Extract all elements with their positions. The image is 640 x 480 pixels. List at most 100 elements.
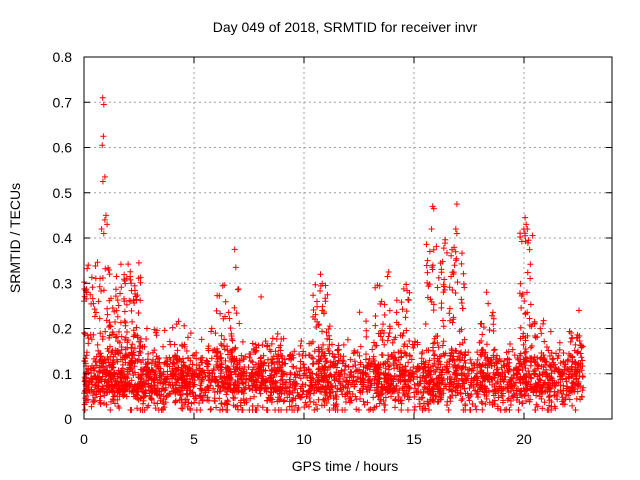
data-point — [202, 389, 209, 396]
data-point — [95, 298, 102, 305]
data-point — [94, 341, 101, 348]
data-point — [315, 385, 322, 392]
data-point — [446, 361, 453, 368]
data-point — [552, 405, 559, 412]
data-point — [89, 295, 96, 302]
data-point — [452, 257, 459, 264]
data-point — [127, 366, 134, 373]
data-point — [196, 400, 203, 407]
data-point — [513, 390, 520, 397]
data-point — [313, 298, 320, 305]
data-point — [98, 360, 105, 367]
data-point — [98, 353, 105, 360]
data-point — [381, 311, 388, 318]
data-point — [248, 378, 255, 385]
data-point — [105, 378, 112, 385]
data-point — [574, 349, 581, 356]
data-point — [425, 364, 432, 371]
data-point — [426, 248, 433, 255]
data-point — [109, 328, 116, 335]
data-point — [425, 283, 432, 290]
data-point — [515, 406, 522, 413]
data-point — [454, 279, 461, 286]
data-point — [179, 391, 186, 398]
data-point — [545, 347, 552, 354]
data-point — [567, 338, 574, 345]
data-point — [527, 301, 534, 308]
data-point — [170, 369, 177, 376]
data-point — [85, 396, 92, 403]
data-point — [169, 388, 176, 395]
data-point — [441, 240, 448, 247]
data-point — [432, 368, 439, 375]
data-point — [137, 279, 144, 286]
data-point — [522, 365, 529, 372]
data-point — [490, 321, 497, 328]
data-point — [479, 406, 486, 413]
data-point — [342, 399, 349, 406]
data-point — [135, 352, 142, 359]
data-point — [440, 289, 447, 296]
data-point — [150, 376, 157, 383]
data-point — [350, 373, 357, 380]
data-point — [468, 379, 475, 386]
data-point — [152, 371, 159, 378]
data-point — [127, 268, 134, 275]
y-tick-label: 0.4 — [53, 230, 73, 246]
data-point — [340, 358, 347, 365]
data-point — [318, 370, 325, 377]
data-point — [522, 311, 529, 318]
data-point — [527, 374, 534, 381]
data-point — [546, 352, 553, 359]
data-point — [128, 287, 135, 294]
data-point — [525, 237, 532, 244]
data-point — [363, 386, 370, 393]
data-point — [151, 326, 158, 333]
data-point — [165, 381, 172, 388]
data-point — [474, 390, 481, 397]
data-point — [148, 395, 155, 402]
data-point — [118, 367, 125, 374]
data-point — [352, 362, 359, 369]
data-point — [523, 289, 530, 296]
data-point — [513, 397, 520, 404]
data-point — [541, 399, 548, 406]
data-point — [406, 352, 413, 359]
data-point — [540, 317, 547, 324]
data-point — [314, 318, 321, 325]
data-point — [342, 362, 349, 369]
data-point — [215, 383, 222, 390]
data-point — [360, 398, 367, 405]
data-point — [82, 377, 89, 384]
data-point — [90, 392, 97, 399]
data-point — [214, 388, 221, 395]
data-point — [494, 403, 501, 410]
data-point — [401, 349, 408, 356]
data-point — [424, 257, 431, 264]
data-point — [466, 397, 473, 404]
data-point — [114, 348, 121, 355]
data-point — [100, 385, 107, 392]
data-point — [217, 350, 224, 357]
data-point — [291, 386, 298, 393]
data-point — [213, 404, 220, 411]
data-point — [224, 397, 231, 404]
data-point — [384, 273, 391, 280]
data-point — [267, 373, 274, 380]
data-point — [560, 349, 567, 356]
data-point — [198, 336, 205, 343]
data-point — [325, 378, 332, 385]
data-point — [474, 377, 481, 384]
data-point — [409, 371, 416, 378]
data-point — [98, 225, 105, 232]
data-point — [323, 329, 330, 336]
data-point — [97, 330, 104, 337]
data-point — [575, 380, 582, 387]
data-point — [210, 385, 217, 392]
data-point — [193, 406, 200, 413]
data-point — [564, 383, 571, 390]
data-point — [259, 342, 266, 349]
data-point — [367, 406, 374, 413]
data-point — [231, 304, 238, 311]
data-point — [101, 392, 108, 399]
